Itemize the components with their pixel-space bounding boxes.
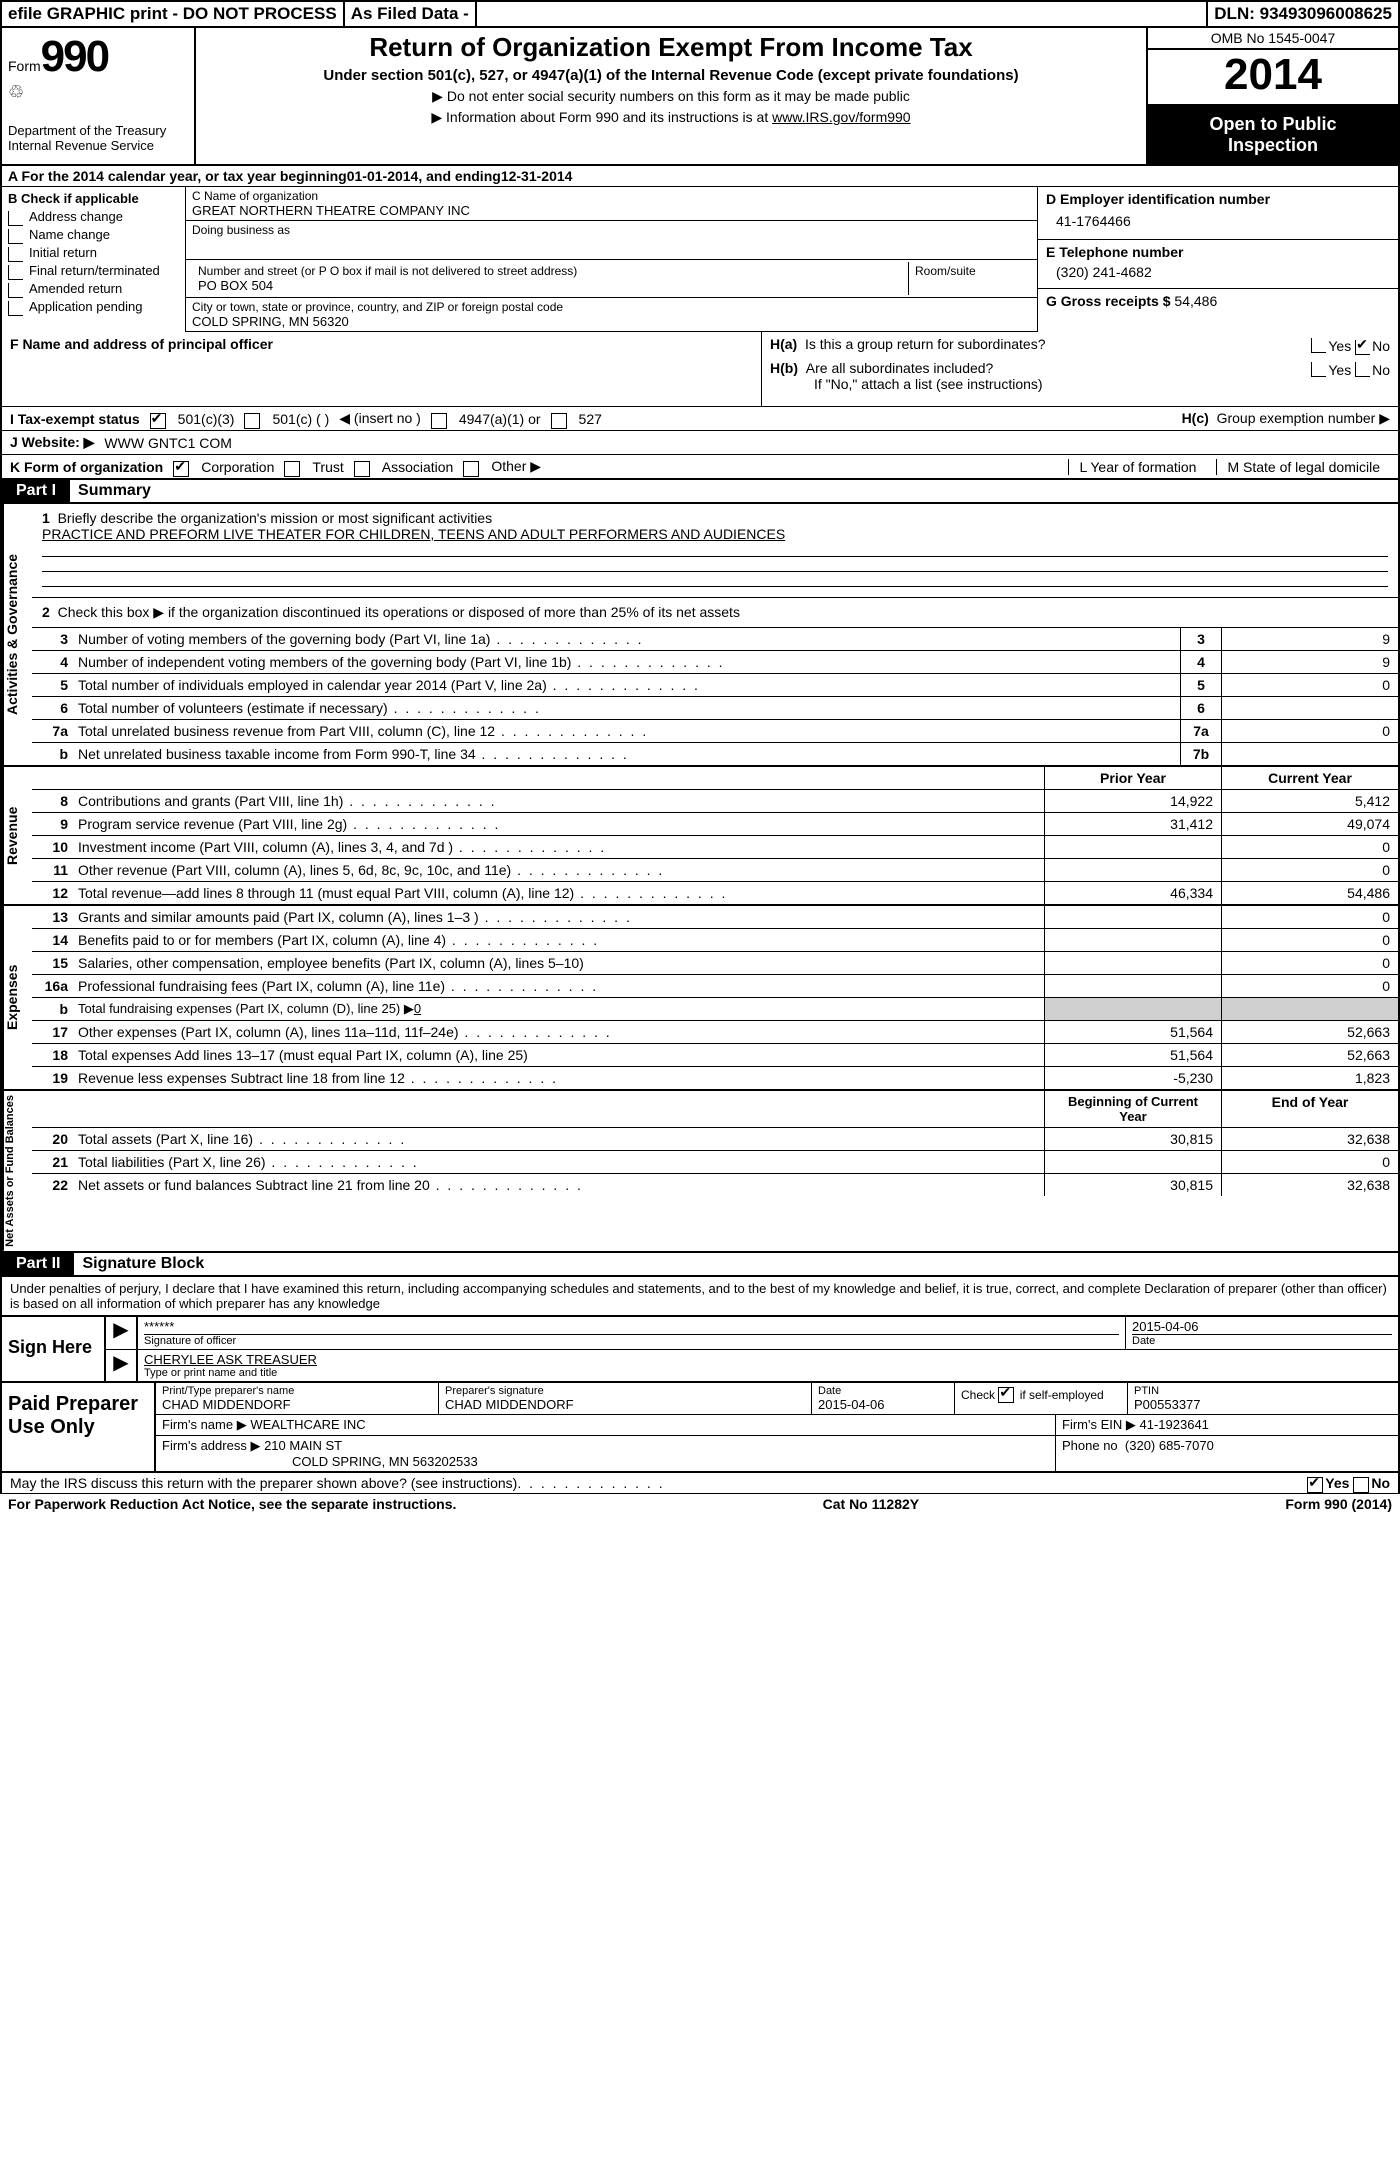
chk-assoc[interactable]	[354, 461, 370, 477]
form-header: Form990 ♲ Department of the Treasury Int…	[0, 28, 1400, 166]
officer-name: CHERYLEE ASK TREASUER	[144, 1352, 1392, 1367]
telephone: (320) 241-4682	[1046, 260, 1390, 284]
gross-receipts: 54,486	[1174, 293, 1217, 309]
ein: 41-1764466	[1046, 207, 1390, 235]
chk-initial-return[interactable]	[8, 247, 23, 262]
section-bcd: B Check if applicable Address change Nam…	[0, 187, 1400, 332]
arrow-icon: ▶	[106, 1317, 138, 1349]
org-city: COLD SPRING, MN 56320	[192, 314, 1031, 329]
col-c-org-info: C Name of organization GREAT NORTHERN TH…	[186, 187, 1038, 332]
dln: DLN: 93493096008625	[1208, 2, 1398, 26]
discuss-no[interactable]	[1353, 1477, 1369, 1493]
col-d-identifiers: D Employer identification number 41-1764…	[1038, 187, 1398, 332]
chk-501c[interactable]	[244, 413, 260, 429]
net-assets-section: Net Assets or Fund Balances Beginning of…	[0, 1091, 1400, 1253]
header-center: Return of Organization Exempt From Incom…	[196, 28, 1148, 164]
chk-corp[interactable]	[173, 461, 189, 477]
sign-here-block: Sign Here ▶ ****** Signature of officer …	[0, 1317, 1400, 1383]
org-name: GREAT NORTHERN THEATRE COMPANY INC	[192, 203, 1031, 218]
paid-preparer-block: Paid Preparer Use Only Print/Type prepar…	[0, 1383, 1400, 1473]
form-title: Return of Organization Exempt From Incom…	[204, 32, 1138, 63]
col-b-checkboxes: B Check if applicable Address change Nam…	[2, 187, 186, 332]
hb-yes[interactable]	[1311, 362, 1326, 377]
chk-4947[interactable]	[431, 413, 447, 429]
activities-governance: Activities & Governance 1 Briefly descri…	[0, 504, 1400, 767]
form-990-page: efile GRAPHIC print - DO NOT PROCESS As …	[0, 0, 1400, 1514]
chk-527[interactable]	[551, 413, 567, 429]
as-filed: As Filed Data -	[345, 2, 477, 26]
mission-text: PRACTICE AND PREFORM LIVE THEATER FOR CH…	[42, 526, 785, 542]
header-left: Form990 ♲ Department of the Treasury Int…	[2, 28, 196, 164]
chk-application-pending[interactable]	[8, 301, 23, 316]
chk-self-employed[interactable]	[998, 1387, 1014, 1403]
irs-link[interactable]: www.IRS.gov/form990	[772, 109, 911, 125]
hb-no[interactable]	[1355, 362, 1370, 377]
irs-discuss-row: May the IRS discuss this return with the…	[0, 1473, 1400, 1494]
chk-address-change[interactable]	[8, 211, 23, 226]
efile-notice: efile GRAPHIC print - DO NOT PROCESS	[2, 2, 345, 26]
chk-501c3[interactable]	[150, 413, 166, 429]
bottom-row: For Paperwork Reduction Act Notice, see …	[0, 1494, 1400, 1514]
arrow-icon: ▶	[106, 1350, 138, 1381]
top-bar: efile GRAPHIC print - DO NOT PROCESS As …	[0, 0, 1400, 28]
chk-final-return[interactable]	[8, 265, 23, 280]
chk-other[interactable]	[463, 461, 479, 477]
row-f-h: F Name and address of principal officer …	[0, 332, 1400, 407]
header-right: OMB No 1545-0047 2014 Open to PublicInsp…	[1148, 28, 1398, 164]
website: WWW GNTC1 COM	[104, 435, 232, 451]
row-k: K Form of organization Corporation Trust…	[0, 455, 1400, 480]
part1-header: Part I Summary	[0, 480, 1400, 504]
ha-yes[interactable]	[1311, 338, 1326, 353]
chk-name-change[interactable]	[8, 229, 23, 244]
row-i-tax-status: I Tax-exempt status 501(c)(3) 501(c) ( )…	[0, 407, 1400, 431]
discuss-yes[interactable]	[1307, 1477, 1323, 1493]
recycle-icon: ♲	[8, 82, 188, 103]
revenue-section: Revenue Prior YearCurrent Year 8Contribu…	[0, 767, 1400, 906]
expenses-section: Expenses 13Grants and similar amounts pa…	[0, 906, 1400, 1091]
row-j-website: J Website: ▶ WWW GNTC1 COM	[0, 431, 1400, 455]
signature-declaration: Under penalties of perjury, I declare th…	[0, 1277, 1400, 1317]
chk-amended-return[interactable]	[8, 283, 23, 298]
org-street: PO BOX 504	[198, 278, 902, 293]
topbar-spacer	[477, 2, 1208, 26]
ha-no[interactable]	[1355, 340, 1370, 355]
part2-header: Part II Signature Block	[0, 1253, 1400, 1277]
chk-trust[interactable]	[284, 461, 300, 477]
row-a-tax-year: A For the 2014 calendar year, or tax yea…	[0, 166, 1400, 187]
